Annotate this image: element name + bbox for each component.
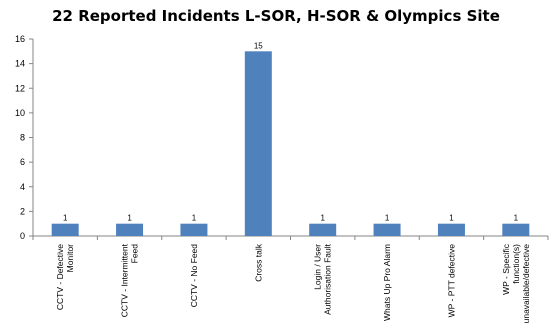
- category-label-line: Monitor: [65, 244, 75, 273]
- category-label: Whats Up Pro Alarm: [382, 244, 392, 321]
- y-tick-label: 4: [20, 182, 25, 192]
- y-axis: 0 2 4 6 8 10 12 14 16: [15, 34, 34, 241]
- bar: [373, 223, 401, 236]
- data-label: 1: [514, 214, 519, 223]
- bar: [309, 223, 337, 236]
- category-label: CCTV - Intermittent Feed: [120, 243, 140, 317]
- category-label-line: unavailable/defective: [521, 244, 531, 324]
- y-tick-label: 12: [15, 83, 25, 93]
- y-tick-label: 16: [15, 34, 25, 44]
- category-label: WP - PTT defective: [446, 244, 456, 318]
- data-label: 1: [449, 214, 454, 223]
- y-tick-label: 6: [20, 157, 25, 167]
- y-tick-label: 10: [15, 108, 25, 118]
- data-label: 1: [127, 214, 132, 223]
- bar: [244, 51, 272, 236]
- category-label-line: Cross talk: [253, 243, 263, 282]
- category-label-line: WP - Specific: [501, 243, 511, 295]
- chart-title: 22 Reported Incidents L-SOR, H-SOR & Oly…: [52, 7, 500, 25]
- category-label-line: Authorisation Fault: [323, 243, 333, 315]
- category-label-line: CCTV - Defective: [55, 244, 65, 310]
- category-label: CCTV - Defective Monitor: [55, 244, 75, 310]
- category-label: Cross talk: [253, 243, 263, 282]
- data-label: 1: [320, 214, 325, 223]
- data-label: 1: [192, 214, 197, 223]
- bars: [51, 51, 530, 236]
- category-label-line: CCTV - Intermittent: [120, 243, 130, 317]
- category-label-line: Login / User: [313, 244, 323, 290]
- data-label: 15: [254, 41, 263, 50]
- data-label: 1: [385, 214, 390, 223]
- category-label: WP - Specific function(s) unavailable/defe…: [501, 243, 531, 323]
- category-label-line: CCTV - No Feed: [189, 244, 199, 308]
- bar: [437, 223, 465, 236]
- x-axis: [32, 235, 549, 240]
- y-tick-label: 14: [15, 59, 25, 69]
- y-tick-label: 8: [20, 133, 25, 143]
- data-label: 1: [63, 214, 68, 223]
- category-label-line: Feed: [130, 244, 140, 264]
- category-label-line: WP - PTT defective: [446, 244, 456, 318]
- category-label: Login / User Authorisation Fault: [313, 243, 333, 315]
- bar: [51, 223, 79, 236]
- data-labels: 1 1 1 15 1 1 1 1: [63, 41, 519, 222]
- bar: [116, 223, 144, 236]
- category-label-line: function(s): [511, 244, 521, 284]
- category-label: CCTV - No Feed: [189, 244, 199, 308]
- category-label-line: Whats Up Pro Alarm: [382, 244, 392, 321]
- y-tick-label: 0: [20, 231, 25, 241]
- category-labels: CCTV - Defective Monitor CCTV - Intermitte…: [55, 243, 531, 323]
- y-tick-label: 2: [20, 206, 25, 216]
- bar: [180, 223, 208, 236]
- bar: [502, 223, 530, 236]
